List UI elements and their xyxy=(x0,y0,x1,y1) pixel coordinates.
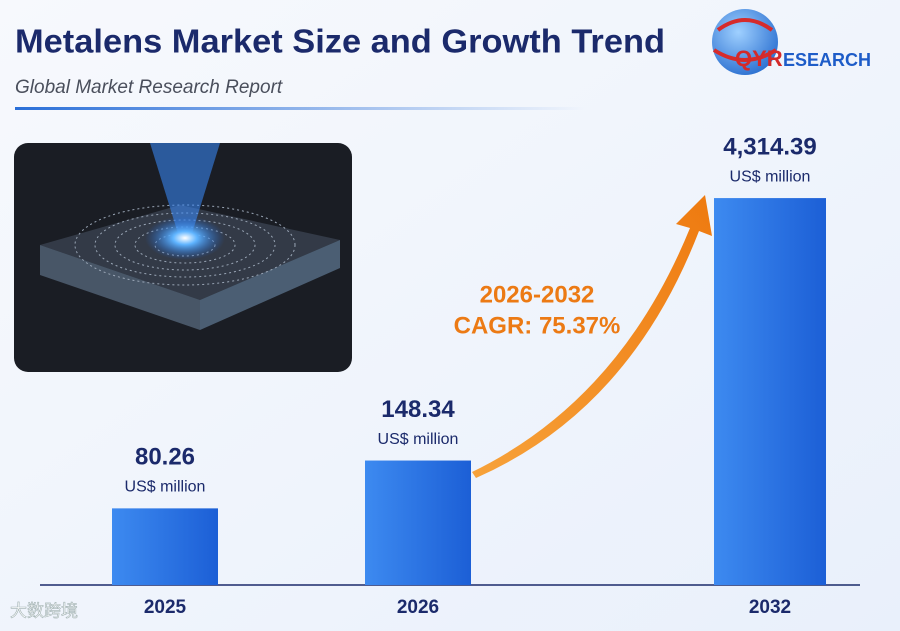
unit-label: US$ million xyxy=(730,168,811,185)
logo-mark: QYR xyxy=(735,46,783,71)
value-label: 148.34 xyxy=(381,396,455,423)
title: Metalens Market Size and Growth Trend xyxy=(15,23,665,60)
x-tick-label: 2032 xyxy=(749,597,791,618)
cagr-period: 2026-2032 xyxy=(480,281,595,308)
logo: QYR ESEARCH xyxy=(712,9,871,75)
subtitle: Global Market Research Report xyxy=(15,77,283,98)
rule xyxy=(15,107,585,110)
plot: 80.26 US$ million 2025 148.34 US$ million 202… xyxy=(40,133,860,618)
bar xyxy=(365,460,471,585)
unit-label: US$ million xyxy=(378,431,459,448)
bar xyxy=(714,198,826,585)
cagr-value: CAGR: 75.37% xyxy=(454,312,621,339)
light-beam xyxy=(150,143,220,240)
product-image xyxy=(14,143,352,372)
logo-text: ESEARCH xyxy=(783,50,871,70)
value-label: 4,314.39 xyxy=(723,133,816,160)
focal-glow xyxy=(145,216,225,260)
logo-swoosh xyxy=(712,18,778,62)
growth-arrow xyxy=(472,195,712,478)
bar xyxy=(112,508,218,585)
unit-label: US$ million xyxy=(125,479,206,496)
glass-edge xyxy=(40,245,200,330)
value-label: 80.26 xyxy=(135,444,195,471)
glass-edge xyxy=(200,240,340,330)
x-tick-label: 2025 xyxy=(144,597,187,618)
x-tick-label: 2026 xyxy=(397,597,439,618)
watermark: 大数跨境 xyxy=(10,601,78,620)
